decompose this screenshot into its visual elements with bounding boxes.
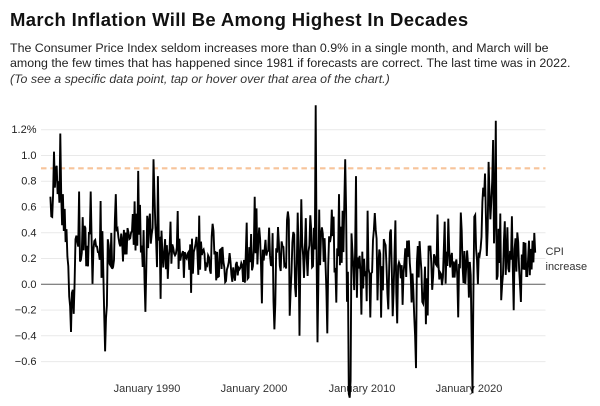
svg-text:January 2020: January 2020 <box>436 383 503 395</box>
svg-text:0.4: 0.4 <box>21 227 36 239</box>
svg-text:January 2010: January 2010 <box>329 383 396 395</box>
svg-text:CPI: CPI <box>546 246 564 258</box>
svg-text:0.8: 0.8 <box>21 176 36 188</box>
svg-text:1.2%: 1.2% <box>11 124 36 136</box>
svg-text:−0.4: −0.4 <box>15 330 37 342</box>
svg-text:−0.2: −0.2 <box>15 305 37 317</box>
svg-text:increase: increase <box>546 261 588 273</box>
svg-text:0.6: 0.6 <box>21 202 36 214</box>
svg-text:January 1990: January 1990 <box>114 383 181 395</box>
svg-text:1.0: 1.0 <box>21 150 36 162</box>
svg-text:0.2: 0.2 <box>21 253 36 265</box>
svg-text:0.0: 0.0 <box>21 279 36 291</box>
svg-text:January 2000: January 2000 <box>221 383 288 395</box>
svg-text:−0.6: −0.6 <box>15 356 37 368</box>
